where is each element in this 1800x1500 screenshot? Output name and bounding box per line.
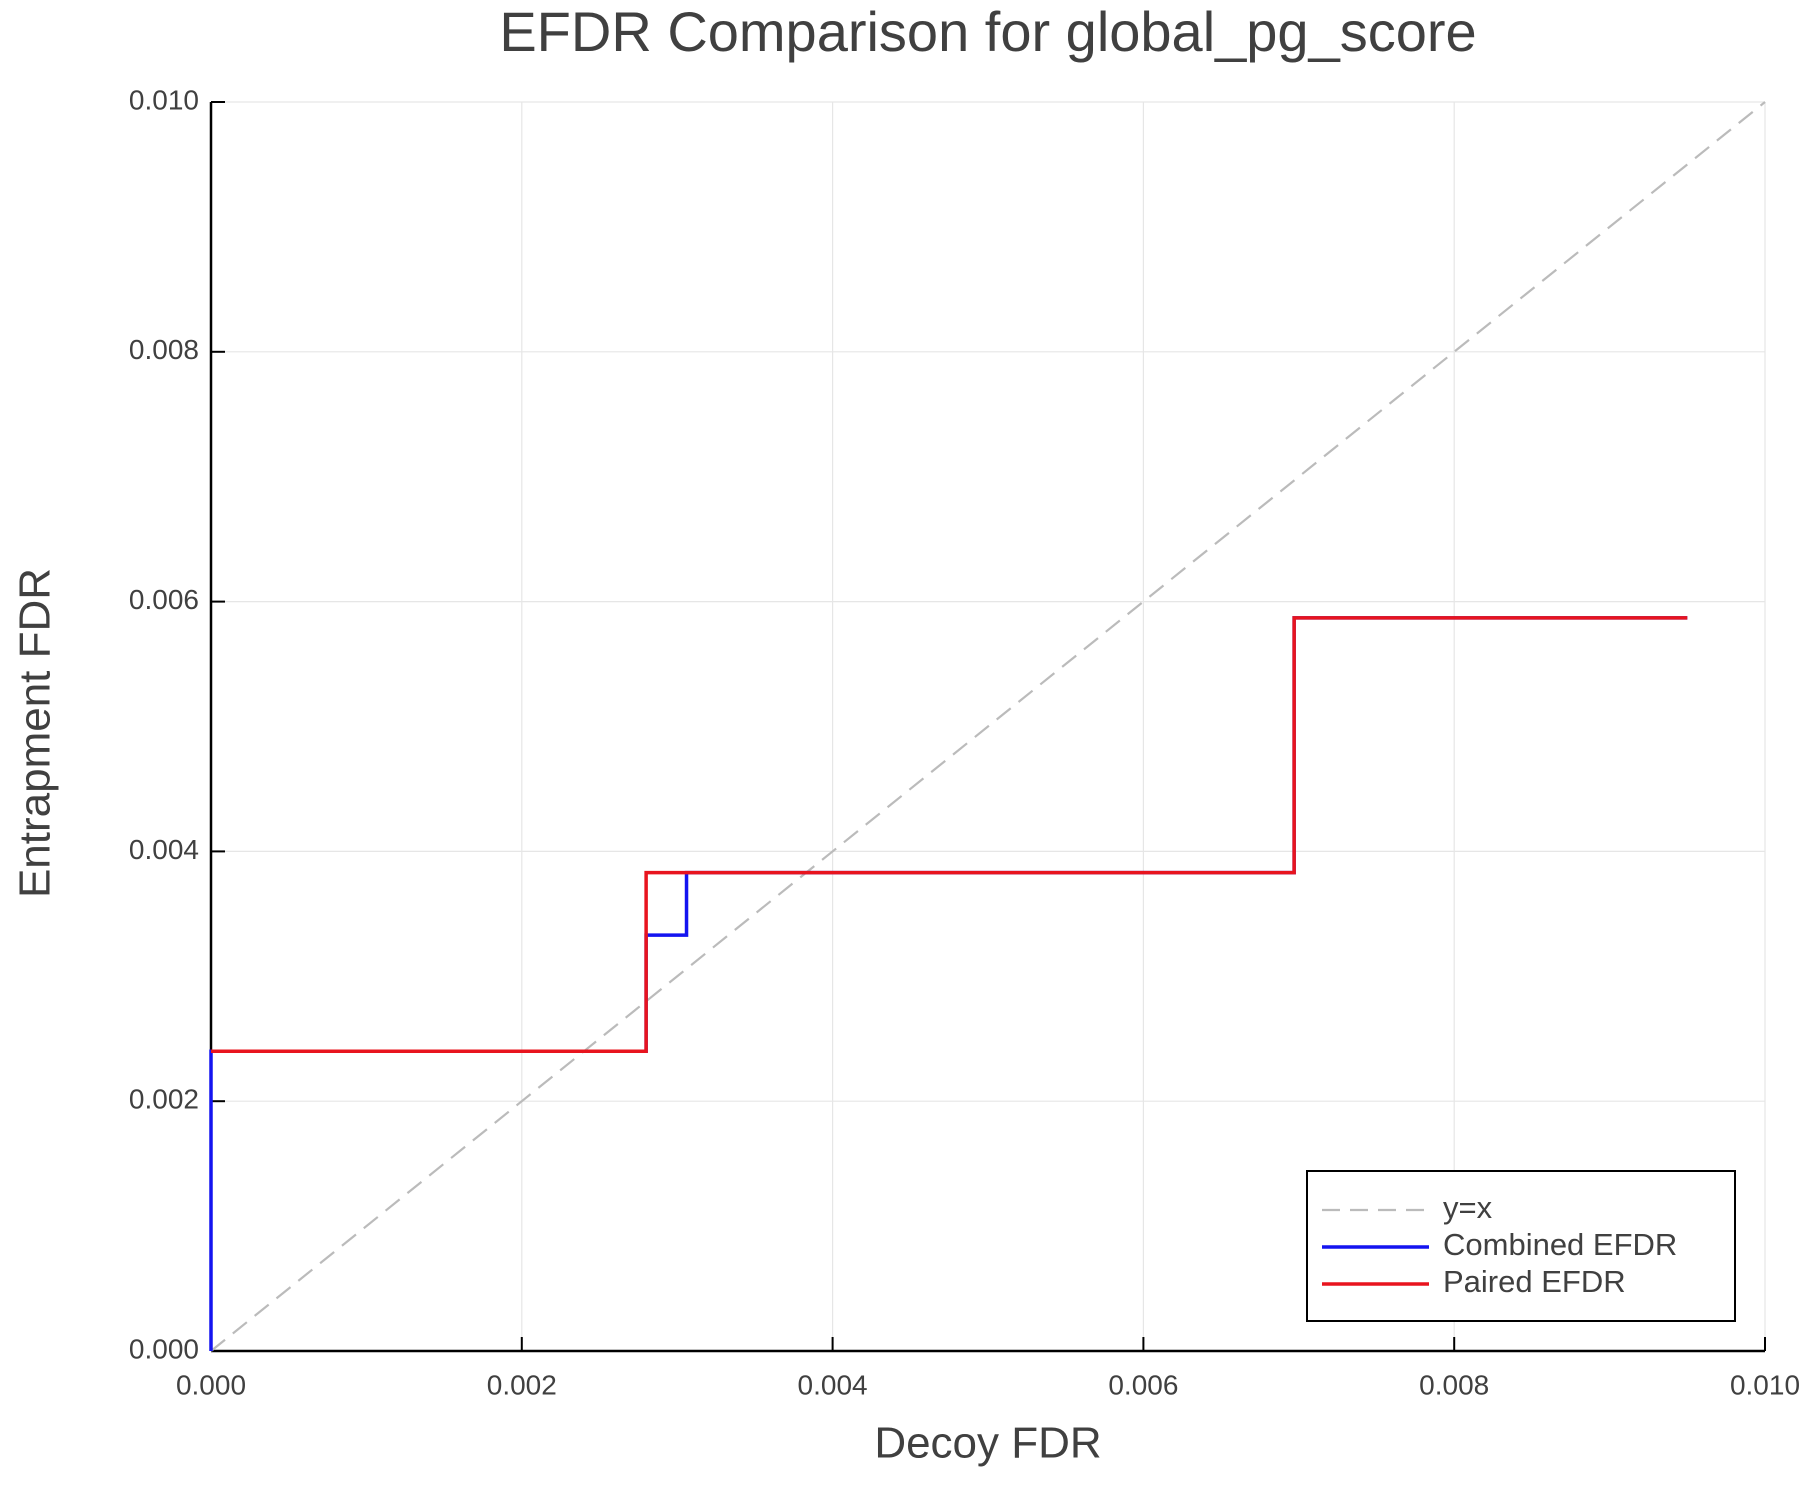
y-tick-label: 0.008	[129, 334, 199, 365]
x-tick-label: 0.006	[1108, 1369, 1178, 1400]
y-tick-label: 0.002	[129, 1084, 199, 1115]
series-line	[211, 616, 1688, 1053]
x-tick-label: 0.008	[1419, 1369, 1489, 1400]
x-tick-label: 0.002	[487, 1369, 557, 1400]
x-tick-label: 0.000	[176, 1369, 246, 1400]
legend-label: Combined EFDR	[1443, 1227, 1677, 1262]
y-tick-label: 0.000	[129, 1333, 199, 1364]
legend-label: y=x	[1443, 1190, 1493, 1225]
chart-title: EFDR Comparison for global_pg_score	[499, 0, 1476, 63]
series-line	[210, 101, 1766, 1352]
x-tick-label: 0.010	[1730, 1369, 1800, 1400]
legend-label: Paired EFDR	[1443, 1264, 1626, 1299]
x-tick-label: 0.004	[798, 1369, 868, 1400]
x-axis-label: Decoy FDR	[874, 1419, 1101, 1468]
y-tick-label: 0.004	[129, 834, 199, 865]
y-axis-label: Entrapment FDR	[11, 568, 60, 898]
y-tick-label: 0.010	[129, 84, 199, 115]
y-tick-label: 0.006	[129, 584, 199, 615]
